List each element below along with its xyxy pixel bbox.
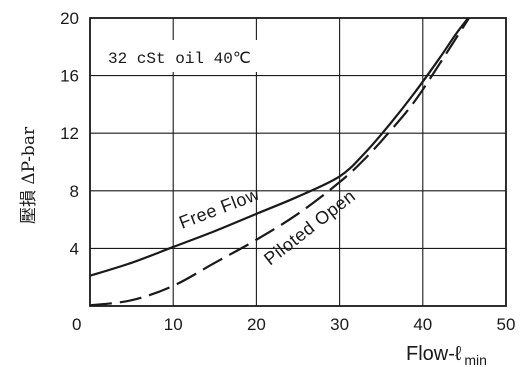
y-axis-label: 壓損 ΔP-bar [19, 126, 39, 224]
x-tick-label: 10 [164, 315, 183, 334]
x-tick-label: 40 [413, 315, 432, 334]
y-tick-label: 4 [70, 239, 79, 258]
annotation: 32 cSt oil 40℃ [108, 50, 251, 68]
x-tick-label: 20 [247, 315, 266, 334]
series-lines [90, 18, 471, 306]
y-tick-labels: 4 8 12 16 20 [60, 9, 79, 258]
x-axis-label: Flow-ℓ min [406, 343, 487, 367]
x-tick-label: 0 [72, 315, 81, 334]
y-tick-label: 12 [60, 124, 79, 143]
plot-frame [89, 17, 507, 307]
x-tick-label: 30 [330, 315, 349, 334]
x-tick-label: 50 [497, 315, 516, 334]
series-line-free-flow [90, 18, 470, 277]
x-axis-label-text: Flow-ℓ min [406, 343, 487, 367]
y-tick-label: 16 [60, 67, 79, 86]
series-line-piloted-open [90, 18, 471, 306]
y-tick-label: 20 [60, 9, 79, 28]
y-tick-label: 8 [70, 182, 79, 201]
annotation-background [100, 40, 280, 72]
x-tick-labels: 0 10 20 30 40 50 [72, 315, 515, 334]
series-label-piloted-open: Piloted Open [260, 186, 359, 270]
